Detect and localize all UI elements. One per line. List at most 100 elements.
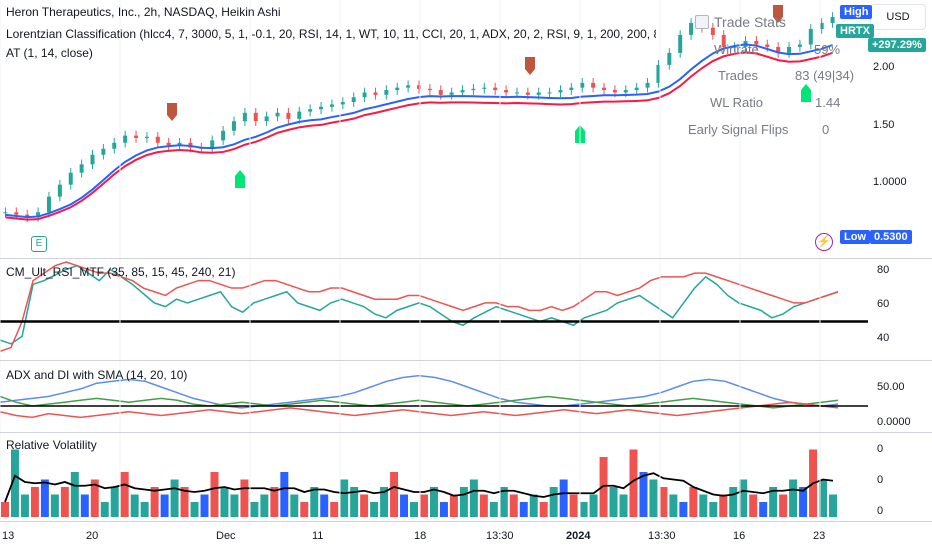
volatility-bar (539, 502, 548, 517)
candle-body (591, 82, 596, 88)
volatility-bar (1, 502, 9, 517)
volatility-bar (749, 494, 758, 517)
candle-body (210, 140, 215, 149)
trades-value: 83 (49|34) (795, 68, 855, 83)
volatility-bar (459, 487, 468, 517)
rsi-pane-title[interactable]: CM_Ult_RSI_MTF (35, 85, 15, 45, 240, 21) (6, 265, 236, 279)
volatility-bar (30, 487, 39, 517)
di-minus-line (0, 401, 839, 419)
candle-body (253, 112, 258, 122)
rsi-tick: 80 (877, 264, 890, 276)
volatility-bar (240, 479, 249, 517)
sell-signal-marker (167, 103, 177, 121)
low-label-tag: Low (840, 230, 870, 244)
volatility-bar (769, 487, 778, 517)
candle-body (514, 92, 519, 94)
candle-body (689, 22, 694, 35)
candle-body (493, 87, 498, 91)
wl-ratio-label: WL Ratio (710, 95, 763, 110)
candle-body (134, 135, 139, 138)
time-tick: 13 (2, 530, 15, 542)
candle-body (776, 46, 781, 53)
time-tick: 23 (813, 530, 826, 542)
pane-divider[interactable] (0, 432, 932, 433)
price-tick: 1.0000 (873, 176, 907, 188)
volatility-bar (479, 494, 488, 517)
volatility-bar (20, 494, 29, 517)
candle-body (351, 97, 356, 103)
volatility-bar (599, 457, 608, 517)
candle-body (362, 92, 367, 98)
volatility-bar (360, 494, 369, 517)
volatility-bar (499, 487, 508, 517)
volatility-bar (400, 494, 409, 517)
volatility-bar (120, 472, 129, 517)
adx-pane-title[interactable]: ADX and DI with SMA (14, 20, 10) (6, 368, 188, 382)
di-plus-line (0, 395, 839, 409)
wl-ratio-value: 1.44 (815, 95, 841, 110)
volatility-bar (469, 479, 478, 517)
price-pane (3, 5, 835, 222)
candle-body (286, 112, 291, 119)
candle-body (242, 112, 247, 122)
winrate-label: Winrate (714, 42, 759, 57)
volatility-bar (559, 479, 568, 517)
volatility-bar (779, 494, 788, 517)
volatility-bar (649, 479, 658, 517)
candle-body (177, 142, 182, 146)
candle-body (460, 90, 465, 93)
volatility-bar (110, 487, 119, 517)
rsi-line (0, 264, 839, 345)
candle-body (68, 172, 73, 185)
buy-signal-marker (801, 84, 811, 102)
volatility-bar (300, 502, 309, 517)
volatility-bar (519, 502, 528, 517)
pane-divider[interactable] (0, 360, 932, 361)
symbol-title[interactable]: Heron Therapeutics, Inc., 2h, NASDAQ, He… (6, 5, 281, 19)
volatility-bar (629, 449, 638, 517)
volatility-bar (80, 494, 89, 517)
time-tick: 16 (733, 530, 746, 542)
volatility-bar (799, 487, 808, 517)
adx-pane (0, 374, 868, 419)
rsi-tick: 60 (877, 298, 890, 310)
lightning-icon[interactable]: ⚡ (815, 233, 833, 251)
earnings-marker[interactable]: E (31, 236, 47, 252)
volatility-bar (100, 502, 109, 517)
candle-body (536, 92, 541, 95)
indicator-lorentzian-title[interactable]: Lorentzian Classification (hlcc4, 7, 300… (6, 27, 656, 41)
candle-body (340, 102, 345, 105)
vol-tick: 0 (877, 505, 884, 517)
candle-body (819, 22, 824, 29)
volatility-bar (410, 502, 418, 517)
volatility-bar (210, 472, 219, 517)
buy-signal-marker (235, 170, 245, 188)
volatility-pane-title[interactable]: Relative Volatility (6, 438, 97, 452)
candle-body (144, 136, 149, 138)
adx-tick: 0.0000 (877, 416, 911, 428)
volatility-bar (739, 479, 748, 517)
candle-body (79, 164, 84, 173)
candle-body (417, 85, 421, 89)
indicator-at-title[interactable]: AT (1, 14, close) (6, 46, 93, 60)
candle-body (710, 27, 715, 35)
vol-tick: 0 (877, 474, 884, 486)
volatility-bar (759, 502, 768, 517)
trend-line-blue (5, 43, 833, 219)
candle-body (166, 142, 171, 146)
adx-line (0, 374, 839, 409)
volatility-bar (160, 494, 169, 517)
candle-body (634, 87, 639, 91)
pane-divider[interactable] (0, 258, 932, 259)
volatility-bar (489, 502, 498, 517)
high-tag: High (840, 5, 873, 19)
volatility-bar (669, 494, 678, 517)
volatility-bar (609, 487, 618, 517)
volatility-bar (639, 472, 648, 517)
currency-button[interactable]: USD (870, 4, 926, 30)
volatility-bar (320, 494, 329, 517)
vol-tick: 0 (877, 443, 884, 455)
candle-body (308, 109, 313, 112)
volatility-bar (310, 487, 319, 517)
